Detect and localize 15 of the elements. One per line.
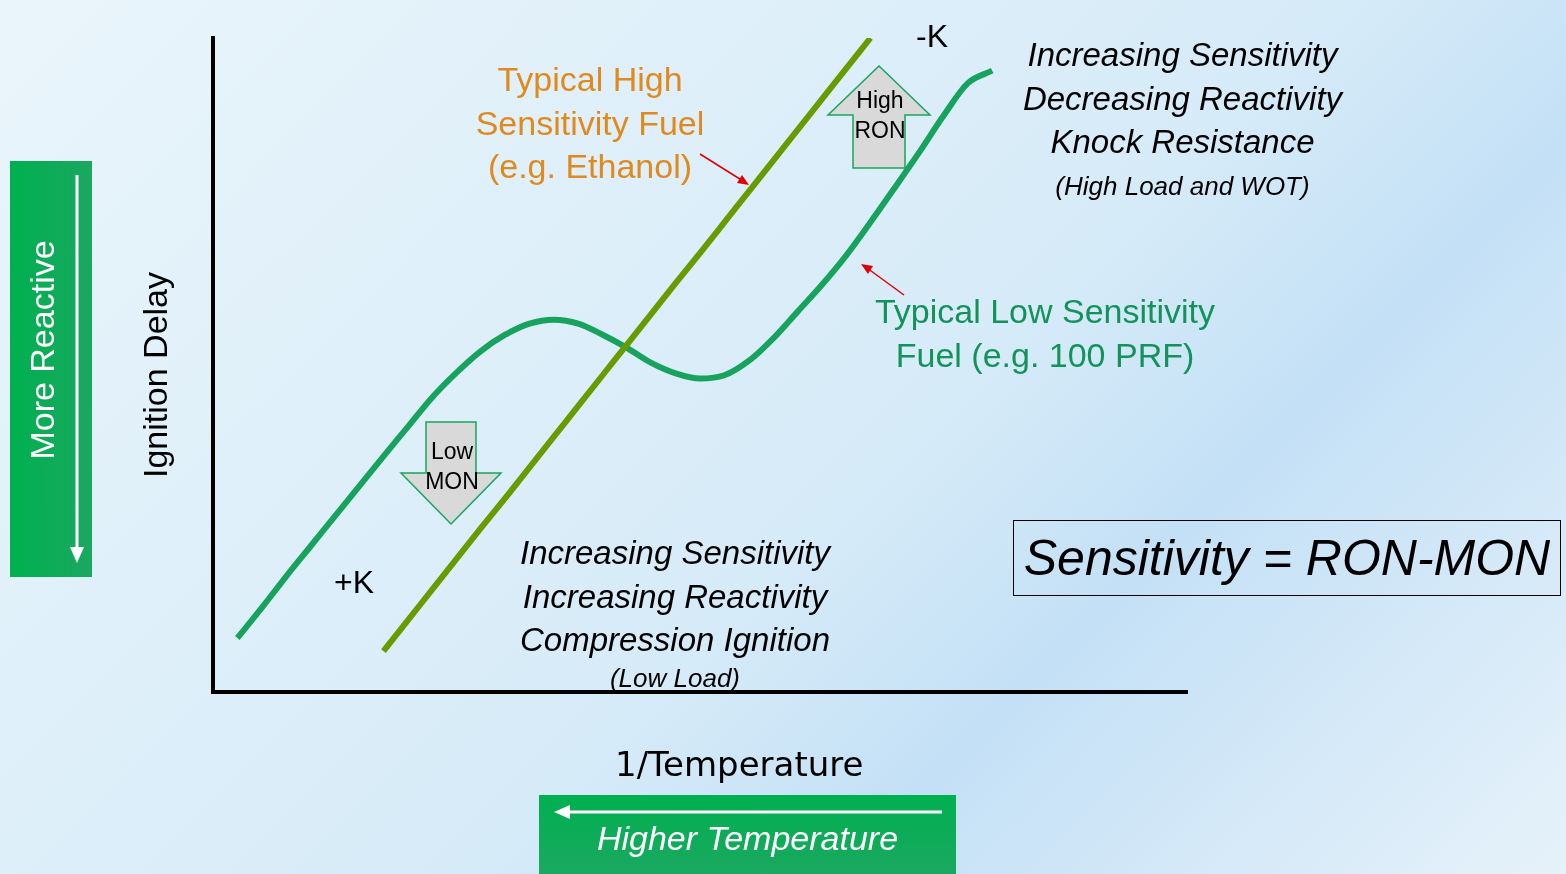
text: More Reactive — [21, 240, 62, 460]
annotation: High RON — [853, 86, 907, 145]
annotation: Low MON — [424, 437, 480, 496]
annotation: Increasing Sensitivity Decreasing Reactivity Knock Resistance — [1021, 35, 1345, 163]
x-axis-title: 1/Temperature — [615, 743, 864, 786]
series-label: Typical Low Sensitivity Fuel (e.g. 100 PRF) — [873, 291, 1217, 376]
annotation: (High Load and WOT) — [1054, 170, 1311, 203]
series-label: Typical High Sensitivity Fuel (e.g. Ethanol) — [474, 59, 706, 188]
text: Higher Temperature — [595, 818, 900, 859]
annotation: Sensitivity = RON-MON — [1013, 520, 1561, 596]
annotation: Increasing Sensitivity Increasing Reactivity Compression Ignition — [519, 533, 833, 661]
annotation: (Low Load) — [608, 662, 742, 695]
annotation: -K — [916, 17, 948, 56]
y-axis-title: Ignition Delay — [134, 271, 175, 479]
annotation: +K — [334, 563, 375, 602]
